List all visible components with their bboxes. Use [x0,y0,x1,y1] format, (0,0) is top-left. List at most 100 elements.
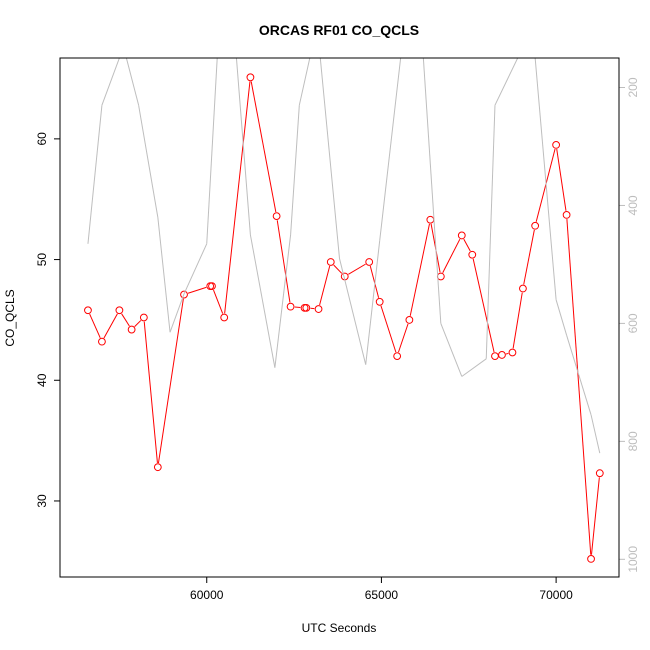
right-y-tick-label: 1000 [626,546,640,573]
series-1-segment [369,265,380,298]
series-2-segment [461,358,487,377]
y-tick-label: 30 [35,494,49,508]
series-2-segment [379,58,402,241]
series-2-segment [125,58,140,106]
series-1-segment [103,313,118,339]
series-1-segment [398,323,409,353]
series-1-point [468,250,477,259]
series-1-point [286,302,295,311]
right-y-tick-label: 200 [626,77,640,97]
series-1-segment [250,81,277,213]
series-2-segment [235,58,251,235]
series-1-point [587,554,595,563]
series-1-segment [505,352,509,355]
series-1-point [595,469,604,478]
chart-title: ORCAS RF01 CO_QCLS [259,22,419,38]
series-1-point [393,352,402,361]
series-1-segment [333,264,343,274]
right-y-tick-label: 800 [626,431,640,451]
series-2-segment [290,105,300,235]
series-1-point [508,348,517,357]
series-1-point [272,212,281,221]
series-1-segment [512,292,523,349]
series-1-segment [556,148,567,211]
series-2-segment [249,234,276,368]
series-2-segment [590,414,601,454]
series-1-segment [319,265,331,306]
y-axis-label: CO_QCLS [3,289,17,346]
series-2-segment [485,105,496,359]
series-2-segment [157,217,171,333]
plot-layer [84,58,604,563]
right-y-tick-label: 600 [626,313,640,333]
series-1-point [139,313,148,322]
series-1-point [302,303,311,312]
series-1-segment [89,313,101,339]
series-2-segment [101,58,120,106]
series-1-segment [442,238,461,273]
series-1-segment [535,148,556,222]
series-1-point [519,284,527,293]
series-1-segment [348,263,366,275]
series-1-point [498,351,506,359]
series-1-point [326,258,335,266]
series-1-point [405,316,414,324]
series-2-segment [138,105,159,218]
y-tick-label: 60 [35,132,49,146]
series-1-point [115,306,124,315]
series-1-point [375,297,384,306]
series-2-segment [206,58,218,244]
series-2-segment [183,243,208,295]
series-1-point [153,463,162,472]
series-1-point [531,221,540,230]
series-2-segment [440,323,463,377]
y-tick-label: 50 [35,253,49,267]
series-1-segment [566,219,592,555]
series-1-segment [380,305,397,353]
series-1-point [552,141,561,149]
series-1-point [365,258,374,266]
series-1-segment [472,258,495,353]
series-1-segment [463,238,471,252]
series-1-point [180,290,188,299]
series-2-segment [566,335,592,415]
series-1-point [562,211,571,219]
series-1-segment [590,477,600,555]
series-1-segment [187,286,207,294]
series-1-segment [276,220,291,303]
series-1-segment [224,81,251,314]
series-1-segment [409,223,430,316]
series-1-point [246,73,255,82]
series-1-segment [157,298,184,464]
series-2-segment [87,105,103,244]
x-tick-label: 70000 [539,588,573,602]
series-1-point [98,337,106,346]
series-1-point [127,325,136,334]
series-1-point [208,282,216,291]
axes-layer: 60000 65000 70000 30 40 50 60 200 400 600 800 1000 [35,77,640,602]
x-tick-label: 65000 [365,588,399,602]
series-2-segment [422,58,442,324]
x-axis-label: UTC Seconds [302,621,377,635]
series-1-point [457,231,466,240]
series-1-segment [523,229,535,285]
plot-frame [59,57,620,578]
series-2-segment [274,234,292,368]
right-y-tick-label: 400 [626,195,640,215]
x-tick-label: 60000 [190,588,224,602]
series-2-segment [169,293,185,333]
series-1-segment [213,289,224,314]
series-2-segment [555,299,568,336]
series-1-segment [143,321,158,464]
series-1-segment [134,320,142,327]
series-2-segment [365,240,381,365]
series-2-segment [339,258,367,365]
series-2-segment [534,58,557,300]
series-2-segment [298,58,311,106]
series-1-point [314,305,323,313]
series-1-point [220,313,229,322]
series-1-segment [121,313,130,327]
series-1-point [84,306,92,315]
